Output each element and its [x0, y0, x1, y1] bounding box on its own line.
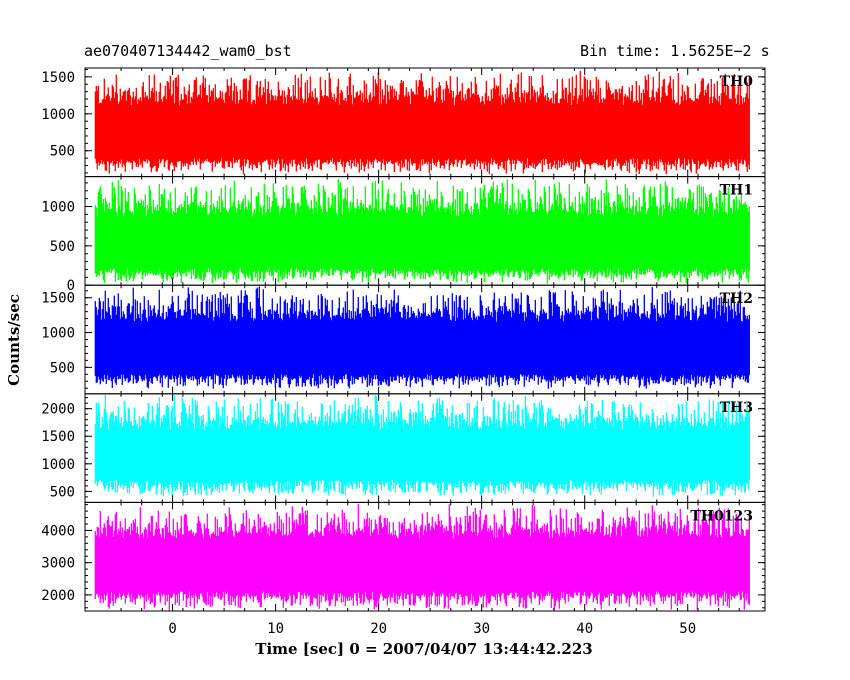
- y-tick-label: 2000: [41, 402, 75, 418]
- x-tick-label: 40: [576, 621, 593, 637]
- y-tick-label: 1500: [41, 429, 75, 445]
- y-tick-label: 2000: [41, 588, 75, 604]
- file-label: ae070407134442_wam0_bst: [84, 42, 292, 60]
- series-th0123: [94, 504, 750, 611]
- panel-th3: 500 1000 1500 2000 TH3: [41, 393, 766, 503]
- y-tick-label: 3000: [41, 556, 75, 572]
- x-tick-label: 50: [679, 621, 696, 637]
- y-tick-label: 1000: [41, 107, 75, 123]
- y-tick-label: 500: [50, 239, 75, 255]
- panel-title: TH2: [720, 291, 753, 307]
- x-tick-label: 20: [370, 621, 387, 637]
- series-th3: [94, 394, 750, 497]
- bin-time-label: Bin time: 1.5625E−2 s: [580, 42, 770, 60]
- series-th0: [94, 70, 750, 175]
- y-tick-label: 1000: [41, 457, 75, 473]
- y-tick-label: 1000: [41, 326, 75, 342]
- panel-th1: 0 500 1000 TH1: [41, 176, 766, 294]
- x-axis-label: Time [sec] 0 = 2007/04/07 13:44:42.223: [255, 640, 592, 658]
- series-th1: [94, 179, 750, 284]
- panel-title: TH3: [720, 400, 753, 416]
- x-tick-label: 10: [267, 621, 284, 637]
- y-tick-label: 4000: [41, 523, 75, 539]
- panel-title: TH0: [720, 74, 754, 90]
- y-tick-label: 1500: [41, 291, 75, 307]
- y-tick-label: 1000: [41, 200, 75, 216]
- x-tick-label: 0: [168, 621, 176, 637]
- y-tick-label: 0: [67, 278, 75, 294]
- panel-th0: 500 1000 1500 TH0: [41, 67, 766, 178]
- series-th2: [94, 286, 750, 389]
- y-tick-label: 500: [50, 144, 75, 160]
- y-tick-label: 500: [50, 360, 75, 376]
- y-axis-label: Counts/sec: [5, 294, 23, 386]
- panel-title: TH0123: [690, 508, 753, 524]
- panel-title: TH1: [720, 183, 753, 199]
- y-tick-label: 500: [50, 484, 75, 500]
- panel-th0123: 2000 3000 4000 TH0123 0 10 20 30 40 50: [41, 501, 766, 637]
- y-tick-label: 1500: [41, 70, 75, 86]
- x-tick-label: 30: [473, 621, 490, 637]
- panel-th2: 500 1000 1500 TH2: [41, 284, 766, 395]
